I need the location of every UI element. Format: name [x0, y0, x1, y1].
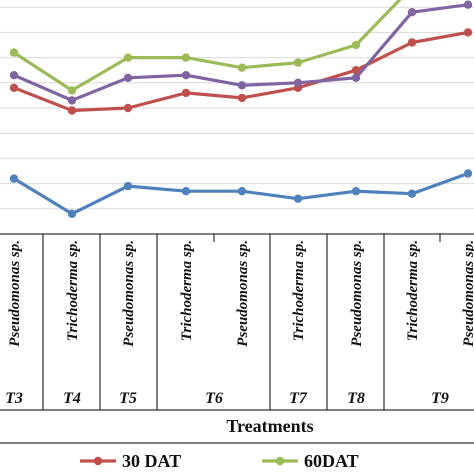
category-label: Pseudomonas sp. [235, 240, 251, 347]
data-point [351, 66, 361, 75]
data-point [407, 38, 417, 47]
data-point [237, 187, 247, 196]
gridlines [0, 6, 474, 235]
group-label: T4 [63, 390, 81, 407]
category-label: Pseudomonas sp. [349, 240, 365, 347]
data-point [9, 48, 19, 57]
data-point [237, 93, 247, 103]
series-line-4 [13, 0, 402, 93]
group-label: T7 [289, 390, 308, 407]
data-point [351, 40, 361, 50]
data-point [407, 8, 417, 17]
legend-swatch-marker [93, 456, 103, 466]
category-label: Pseudomonas sp. [461, 240, 474, 347]
legend-label: 60DAT [304, 451, 359, 471]
category-label: Pseudomonas sp. [7, 240, 23, 347]
group-label: T9 [431, 390, 449, 407]
legend-label: 30 DAT [122, 451, 181, 471]
data-point [9, 71, 19, 80]
data-point [181, 187, 191, 196]
series-points [9, 0, 473, 218]
legend-swatch-marker [275, 456, 285, 466]
data-point [123, 181, 133, 191]
group-label: T5 [119, 390, 137, 407]
data-point [407, 189, 417, 198]
x-axis-title: Treatments [226, 416, 313, 436]
category-label: Trichoderma sp. [291, 240, 307, 341]
data-point [463, 169, 473, 178]
group-label: T3 [5, 390, 23, 407]
data-point [181, 53, 191, 62]
data-point [293, 78, 303, 88]
legend: 30 DAT 60DAT [0, 442, 474, 471]
data-point [67, 209, 77, 218]
category-table: Pseudomonas sp. Trichoderma sp. Pseudomona… [0, 233, 474, 411]
data-point [123, 103, 133, 113]
data-point [351, 73, 361, 83]
category-label: Trichoderma sp. [65, 240, 81, 341]
data-point [123, 53, 133, 62]
data-point [463, 28, 473, 37]
category-label: Trichoderma sp. [179, 240, 195, 341]
data-point [9, 174, 19, 183]
data-point [181, 88, 191, 98]
data-point [9, 83, 19, 93]
data-point [67, 106, 77, 115]
data-point [351, 187, 361, 196]
data-point [463, 0, 473, 9]
data-point [67, 96, 77, 105]
category-label: Pseudomonas sp. [121, 240, 137, 347]
data-point [237, 81, 247, 90]
group-label: T8 [347, 390, 365, 407]
data-point [67, 86, 77, 95]
data-point [181, 71, 191, 80]
data-point [293, 58, 303, 67]
category-label: Trichoderma sp. [405, 240, 421, 341]
data-point [237, 63, 247, 72]
data-point [123, 73, 133, 83]
data-point [293, 194, 303, 203]
group-label: T6 [205, 390, 223, 407]
